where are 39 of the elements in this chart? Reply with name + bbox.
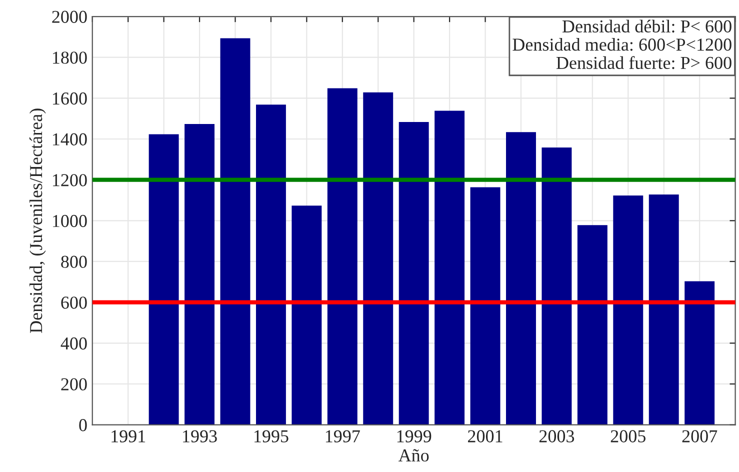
- bar: [148, 134, 179, 425]
- y-tick-label: 400: [60, 337, 87, 350]
- bar: [327, 88, 358, 425]
- x-tick-label: 2003: [539, 430, 574, 442]
- y-tick-label: 0: [79, 419, 87, 432]
- y-tick-label: 1800: [52, 52, 87, 64]
- x-tick-label: 2001: [468, 430, 502, 442]
- bar: [256, 104, 286, 425]
- bar: [434, 110, 465, 425]
- bar: [292, 206, 322, 425]
- bar: [470, 187, 500, 425]
- y-tick-label: 2000: [52, 10, 87, 23]
- bar: [398, 122, 429, 425]
- bar: [363, 92, 394, 425]
- bar: [684, 281, 715, 425]
- y-tick-label: 600: [61, 296, 87, 309]
- x-tick-label: 1991: [112, 430, 146, 442]
- x-tick-label: 2007: [682, 430, 718, 442]
- x-tick-label: 2005: [610, 430, 646, 442]
- y-axis-title: Densidad, (Juveniles/Hectárea): [29, 108, 46, 333]
- y-tick-label: 800: [61, 256, 87, 268]
- x-tick-label: 1999: [397, 430, 432, 442]
- annotation: Densidad débil: P< 600 Densidad media: 600<P<1200 Densidad fuerte: P> 600: [512, 20, 732, 70]
- y-tick-label: 1000: [52, 214, 87, 228]
- x-tick-label: 1993: [183, 430, 217, 442]
- y-tick-label: 1600: [52, 92, 87, 105]
- bar: [648, 194, 679, 425]
- x-tick-label: 1995: [254, 430, 288, 442]
- bar: [577, 225, 608, 425]
- x-axis-title: Año: [398, 449, 429, 462]
- bar: [506, 132, 536, 425]
- bar: [542, 147, 572, 425]
- bar: [184, 124, 215, 425]
- y-tick-label: 1400: [52, 133, 87, 146]
- bar: [613, 195, 644, 425]
- x-tick-label: 1997: [326, 430, 360, 442]
- y-tick-label: 200: [61, 378, 87, 390]
- y-tick-label: 1200: [52, 174, 87, 186]
- bar: [220, 38, 250, 425]
